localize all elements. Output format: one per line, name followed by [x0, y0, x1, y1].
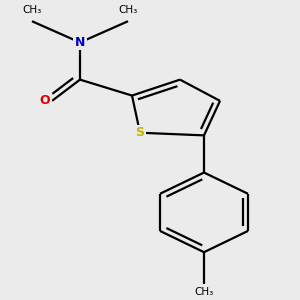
Text: CH₃: CH₃	[22, 5, 42, 15]
Text: O: O	[40, 94, 50, 107]
Text: CH₃: CH₃	[118, 5, 138, 15]
Text: S: S	[136, 126, 145, 139]
Text: CH₃: CH₃	[194, 287, 214, 297]
Text: N: N	[75, 36, 85, 49]
